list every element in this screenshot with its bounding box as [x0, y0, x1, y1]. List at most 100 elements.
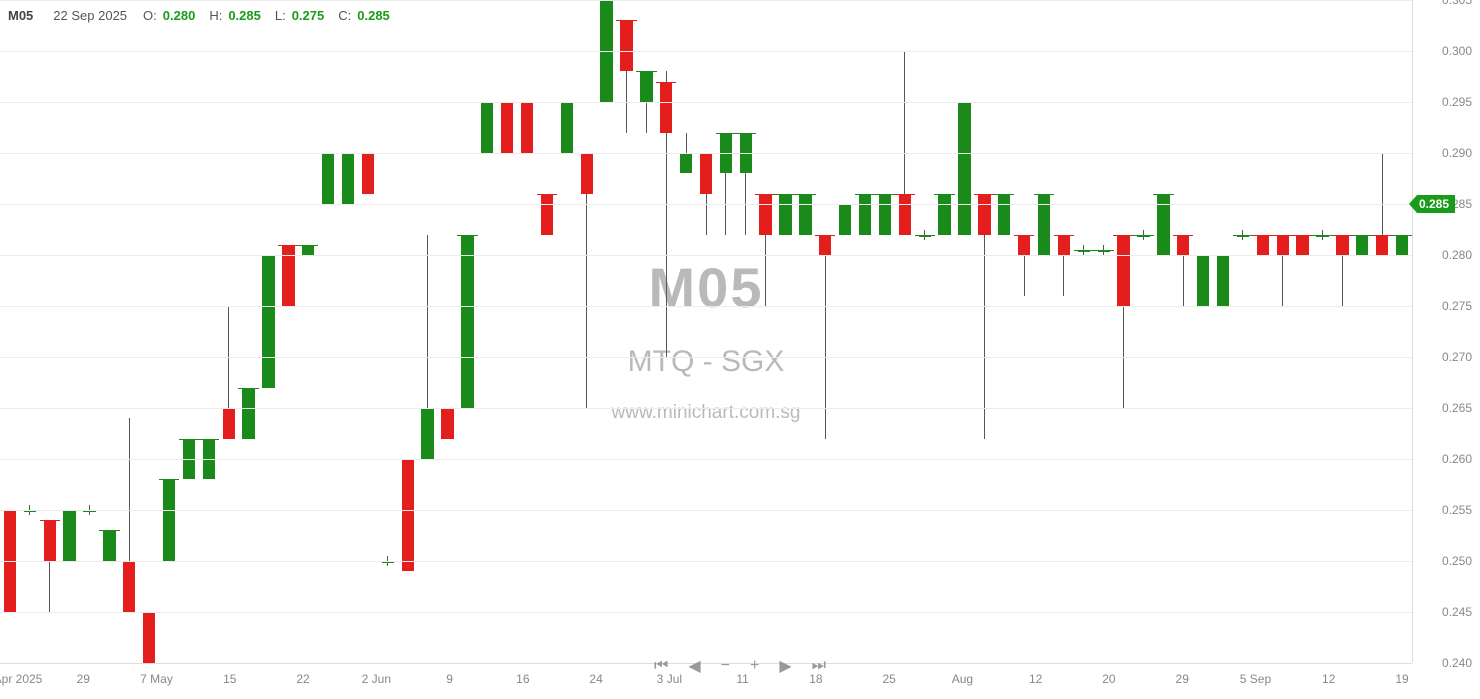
candle-body[interactable] — [1098, 250, 1110, 252]
candle-body[interactable] — [282, 245, 294, 306]
candle-body[interactable] — [441, 408, 453, 439]
candle-body[interactable] — [819, 235, 831, 255]
ytick-label: 0.260 — [1442, 452, 1472, 466]
candle-body[interactable] — [262, 255, 274, 388]
candle-body[interactable] — [1058, 235, 1070, 255]
gridline — [0, 204, 1412, 205]
candle-body[interactable] — [680, 153, 692, 173]
candle-body[interactable] — [421, 408, 433, 459]
candle-body[interactable] — [1296, 235, 1308, 255]
candle-body[interactable] — [1078, 250, 1090, 252]
candle-body[interactable] — [1137, 235, 1149, 237]
candle-body[interactable] — [1356, 235, 1368, 255]
candle-body[interactable] — [899, 194, 911, 235]
ytick-label: 0.270 — [1442, 350, 1472, 364]
candle-body[interactable] — [640, 71, 652, 102]
ytick-label: 0.245 — [1442, 605, 1472, 619]
candle-body[interactable] — [1277, 235, 1289, 255]
candle-body[interactable] — [163, 479, 175, 561]
xtick-label: 29 — [77, 672, 90, 686]
prev-icon[interactable]: ◀ — [688, 656, 700, 676]
candle-body[interactable] — [302, 245, 314, 255]
xtick-label: 24 — [589, 672, 602, 686]
xtick-label: 20 — [1102, 672, 1115, 686]
candle-body[interactable] — [481, 102, 493, 153]
y-axis: 0.305 0.300 0.295 0.290 0.285 0.280 0.275 0.270… — [1412, 0, 1480, 663]
next-icon[interactable]: ▶ — [779, 656, 791, 676]
candle-body[interactable] — [103, 530, 115, 561]
xtick-label: 7 May — [140, 672, 173, 686]
candle-body[interactable] — [1177, 235, 1189, 255]
candle-body[interactable] — [859, 194, 871, 235]
xtick-label: 29 — [1176, 672, 1189, 686]
candle-body[interactable] — [541, 194, 553, 235]
candle-body[interactable] — [759, 194, 771, 235]
gridline — [0, 510, 1412, 511]
candle-body[interactable] — [461, 235, 473, 408]
candle-body[interactable] — [322, 153, 334, 204]
xtick-label: Aug — [952, 672, 973, 686]
candle-body[interactable] — [700, 153, 712, 194]
zoom-out-icon[interactable]: − — [721, 657, 730, 675]
candle-body[interactable] — [879, 194, 891, 235]
candle-body[interactable] — [919, 235, 931, 237]
candle-body[interactable] — [998, 194, 1010, 235]
ytick-label: 0.255 — [1442, 503, 1472, 517]
candle-body[interactable] — [1396, 235, 1408, 255]
watermark-subtitle: MTQ - SGX — [628, 345, 785, 379]
candle-body[interactable] — [63, 510, 75, 561]
candle-body[interactable] — [1316, 235, 1328, 237]
candle-body[interactable] — [362, 153, 374, 194]
candle-body[interactable] — [660, 82, 672, 133]
zoom-in-icon[interactable]: + — [750, 657, 759, 675]
candle-body[interactable] — [799, 194, 811, 235]
xtick-label: 2 Jun — [362, 672, 391, 686]
candle-body[interactable] — [978, 194, 990, 235]
candle-body[interactable] — [521, 102, 533, 153]
candle-body[interactable] — [1038, 194, 1050, 255]
candle-body[interactable] — [123, 561, 135, 612]
ytick-label: 0.240 — [1442, 656, 1472, 670]
ytick-label: 0.265 — [1442, 401, 1472, 415]
candle-body[interactable] — [1197, 255, 1209, 306]
watermark-url: www.minichart.com.sg — [612, 402, 801, 424]
candle-body[interactable] — [143, 612, 155, 663]
candle-body[interactable] — [561, 102, 573, 153]
xtick-label: 12 — [1322, 672, 1335, 686]
gridline — [0, 612, 1412, 613]
gridline — [0, 357, 1412, 358]
candle-body[interactable] — [581, 153, 593, 194]
candle-body[interactable] — [1336, 235, 1348, 255]
candle-body[interactable] — [1257, 235, 1269, 255]
ytick-label: 0.250 — [1442, 554, 1472, 568]
candle-body[interactable] — [620, 20, 632, 71]
candle-body[interactable] — [342, 153, 354, 204]
gridline — [0, 306, 1412, 307]
xtick-label: 19 — [1395, 672, 1408, 686]
gridline — [0, 102, 1412, 103]
candle-body[interactable] — [1117, 235, 1129, 306]
candle-body[interactable] — [958, 102, 970, 235]
candle-body[interactable] — [1157, 194, 1169, 255]
ytick-label: 0.300 — [1442, 44, 1472, 58]
plot-area: M05 MTQ - SGX www.minichart.com.sg — [0, 0, 1412, 663]
candle-body[interactable] — [402, 459, 414, 571]
candle-body[interactable] — [44, 520, 56, 561]
gridline — [0, 561, 1412, 562]
candle-body[interactable] — [242, 388, 254, 439]
candle-body[interactable] — [501, 102, 513, 153]
gridline — [0, 408, 1412, 409]
candle-body[interactable] — [1217, 255, 1229, 306]
candle-body[interactable] — [938, 194, 950, 235]
candle-body[interactable] — [839, 204, 851, 235]
first-icon[interactable]: ⏮ — [654, 657, 668, 675]
candle-body[interactable] — [1376, 235, 1388, 255]
candle-body[interactable] — [1018, 235, 1030, 255]
candle-body[interactable] — [1237, 235, 1249, 237]
candle-body[interactable] — [223, 408, 235, 439]
last-icon[interactable]: ⏭ — [812, 657, 826, 675]
ytick-label: 0.305 — [1442, 0, 1472, 7]
candlestick-chart: M05 22 Sep 2025 O: 0.280 H: 0.285 L: 0.2… — [0, 0, 1480, 699]
candle-body[interactable] — [779, 194, 791, 235]
ytick-label: 0.280 — [1442, 248, 1472, 262]
